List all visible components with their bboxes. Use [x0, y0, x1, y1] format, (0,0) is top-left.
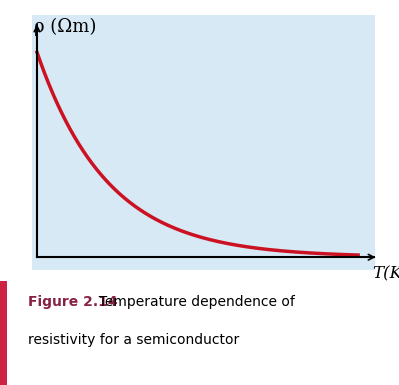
Text: resistivity for a semiconductor: resistivity for a semiconductor — [28, 333, 239, 347]
Text: Figure 2.14: Figure 2.14 — [28, 295, 118, 308]
Text: T(K): T(K) — [372, 265, 399, 283]
Text: ρ (Ωm): ρ (Ωm) — [34, 17, 96, 36]
Text: Temperature dependence of: Temperature dependence of — [90, 295, 294, 308]
